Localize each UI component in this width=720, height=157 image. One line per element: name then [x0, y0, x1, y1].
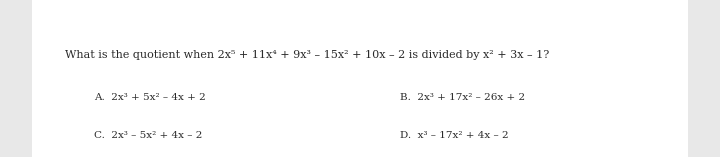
- Text: A.  2x³ + 5x² – 4x + 2: A. 2x³ + 5x² – 4x + 2: [94, 93, 205, 102]
- Text: C.  2x³ – 5x² + 4x – 2: C. 2x³ – 5x² + 4x – 2: [94, 130, 202, 140]
- Text: D.  x³ – 17x² + 4x – 2: D. x³ – 17x² + 4x – 2: [400, 130, 508, 140]
- Text: What is the quotient when 2x⁵ + 11x⁴ + 9x³ – 15x² + 10x – 2 is divided by x² + 3: What is the quotient when 2x⁵ + 11x⁴ + 9…: [65, 50, 549, 60]
- FancyBboxPatch shape: [32, 0, 688, 157]
- Text: B.  2x³ + 17x² – 26x + 2: B. 2x³ + 17x² – 26x + 2: [400, 93, 525, 102]
